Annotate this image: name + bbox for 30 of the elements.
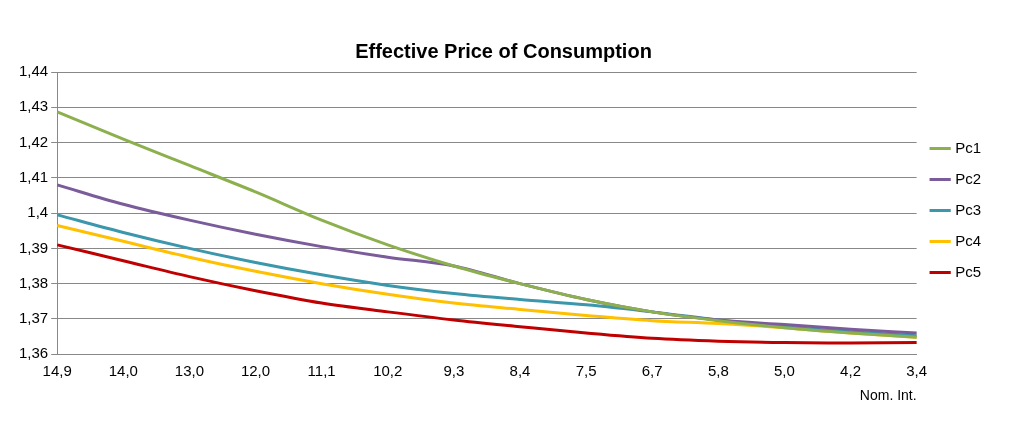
chart-title: Effective Price of Consumption [355, 39, 652, 62]
y-tick-label: 1,41 [18, 167, 49, 185]
legend-label: Pc3 [955, 200, 982, 218]
x-tick-label: 14,9 [42, 362, 72, 380]
x-tick-label: 14,0 [108, 362, 138, 380]
x-tick-label: 4,2 [840, 362, 861, 380]
x-tick-label: 5,0 [774, 362, 795, 380]
x-tick-label: 12,0 [240, 362, 271, 380]
legend-label: Pc2 [955, 169, 982, 187]
y-tick-label: 1,44 [18, 62, 49, 80]
y-tick-label: 1,39 [18, 238, 49, 256]
y-tick-label: 1,36 [18, 344, 49, 362]
x-tick-label: 10,2 [373, 362, 403, 380]
x-tick-label: 9,3 [443, 362, 465, 380]
y-tick-label: 1,42 [18, 132, 49, 150]
x-tick-label: 7,5 [575, 362, 597, 380]
x-axis-title: Nom. Int. [859, 387, 917, 404]
y-tick-label: 1,43 [18, 97, 49, 115]
legend-label: Pc5 [955, 262, 982, 280]
x-tick-label: 3,4 [906, 362, 928, 380]
x-tick-label: 6,7 [641, 362, 663, 380]
x-tick-label: 5,8 [707, 362, 729, 380]
y-tick-label: 1,37 [18, 309, 49, 327]
y-tick-label: 1,38 [18, 273, 49, 291]
x-tick-label: 8,4 [509, 362, 531, 380]
x-tick-label: 13,0 [174, 362, 205, 380]
x-tick-label: 11,1 [307, 362, 336, 380]
legend-label: Pc1 [955, 138, 982, 156]
legend-label: Pc4 [955, 231, 982, 249]
y-tick-label: 1,4 [27, 203, 49, 221]
